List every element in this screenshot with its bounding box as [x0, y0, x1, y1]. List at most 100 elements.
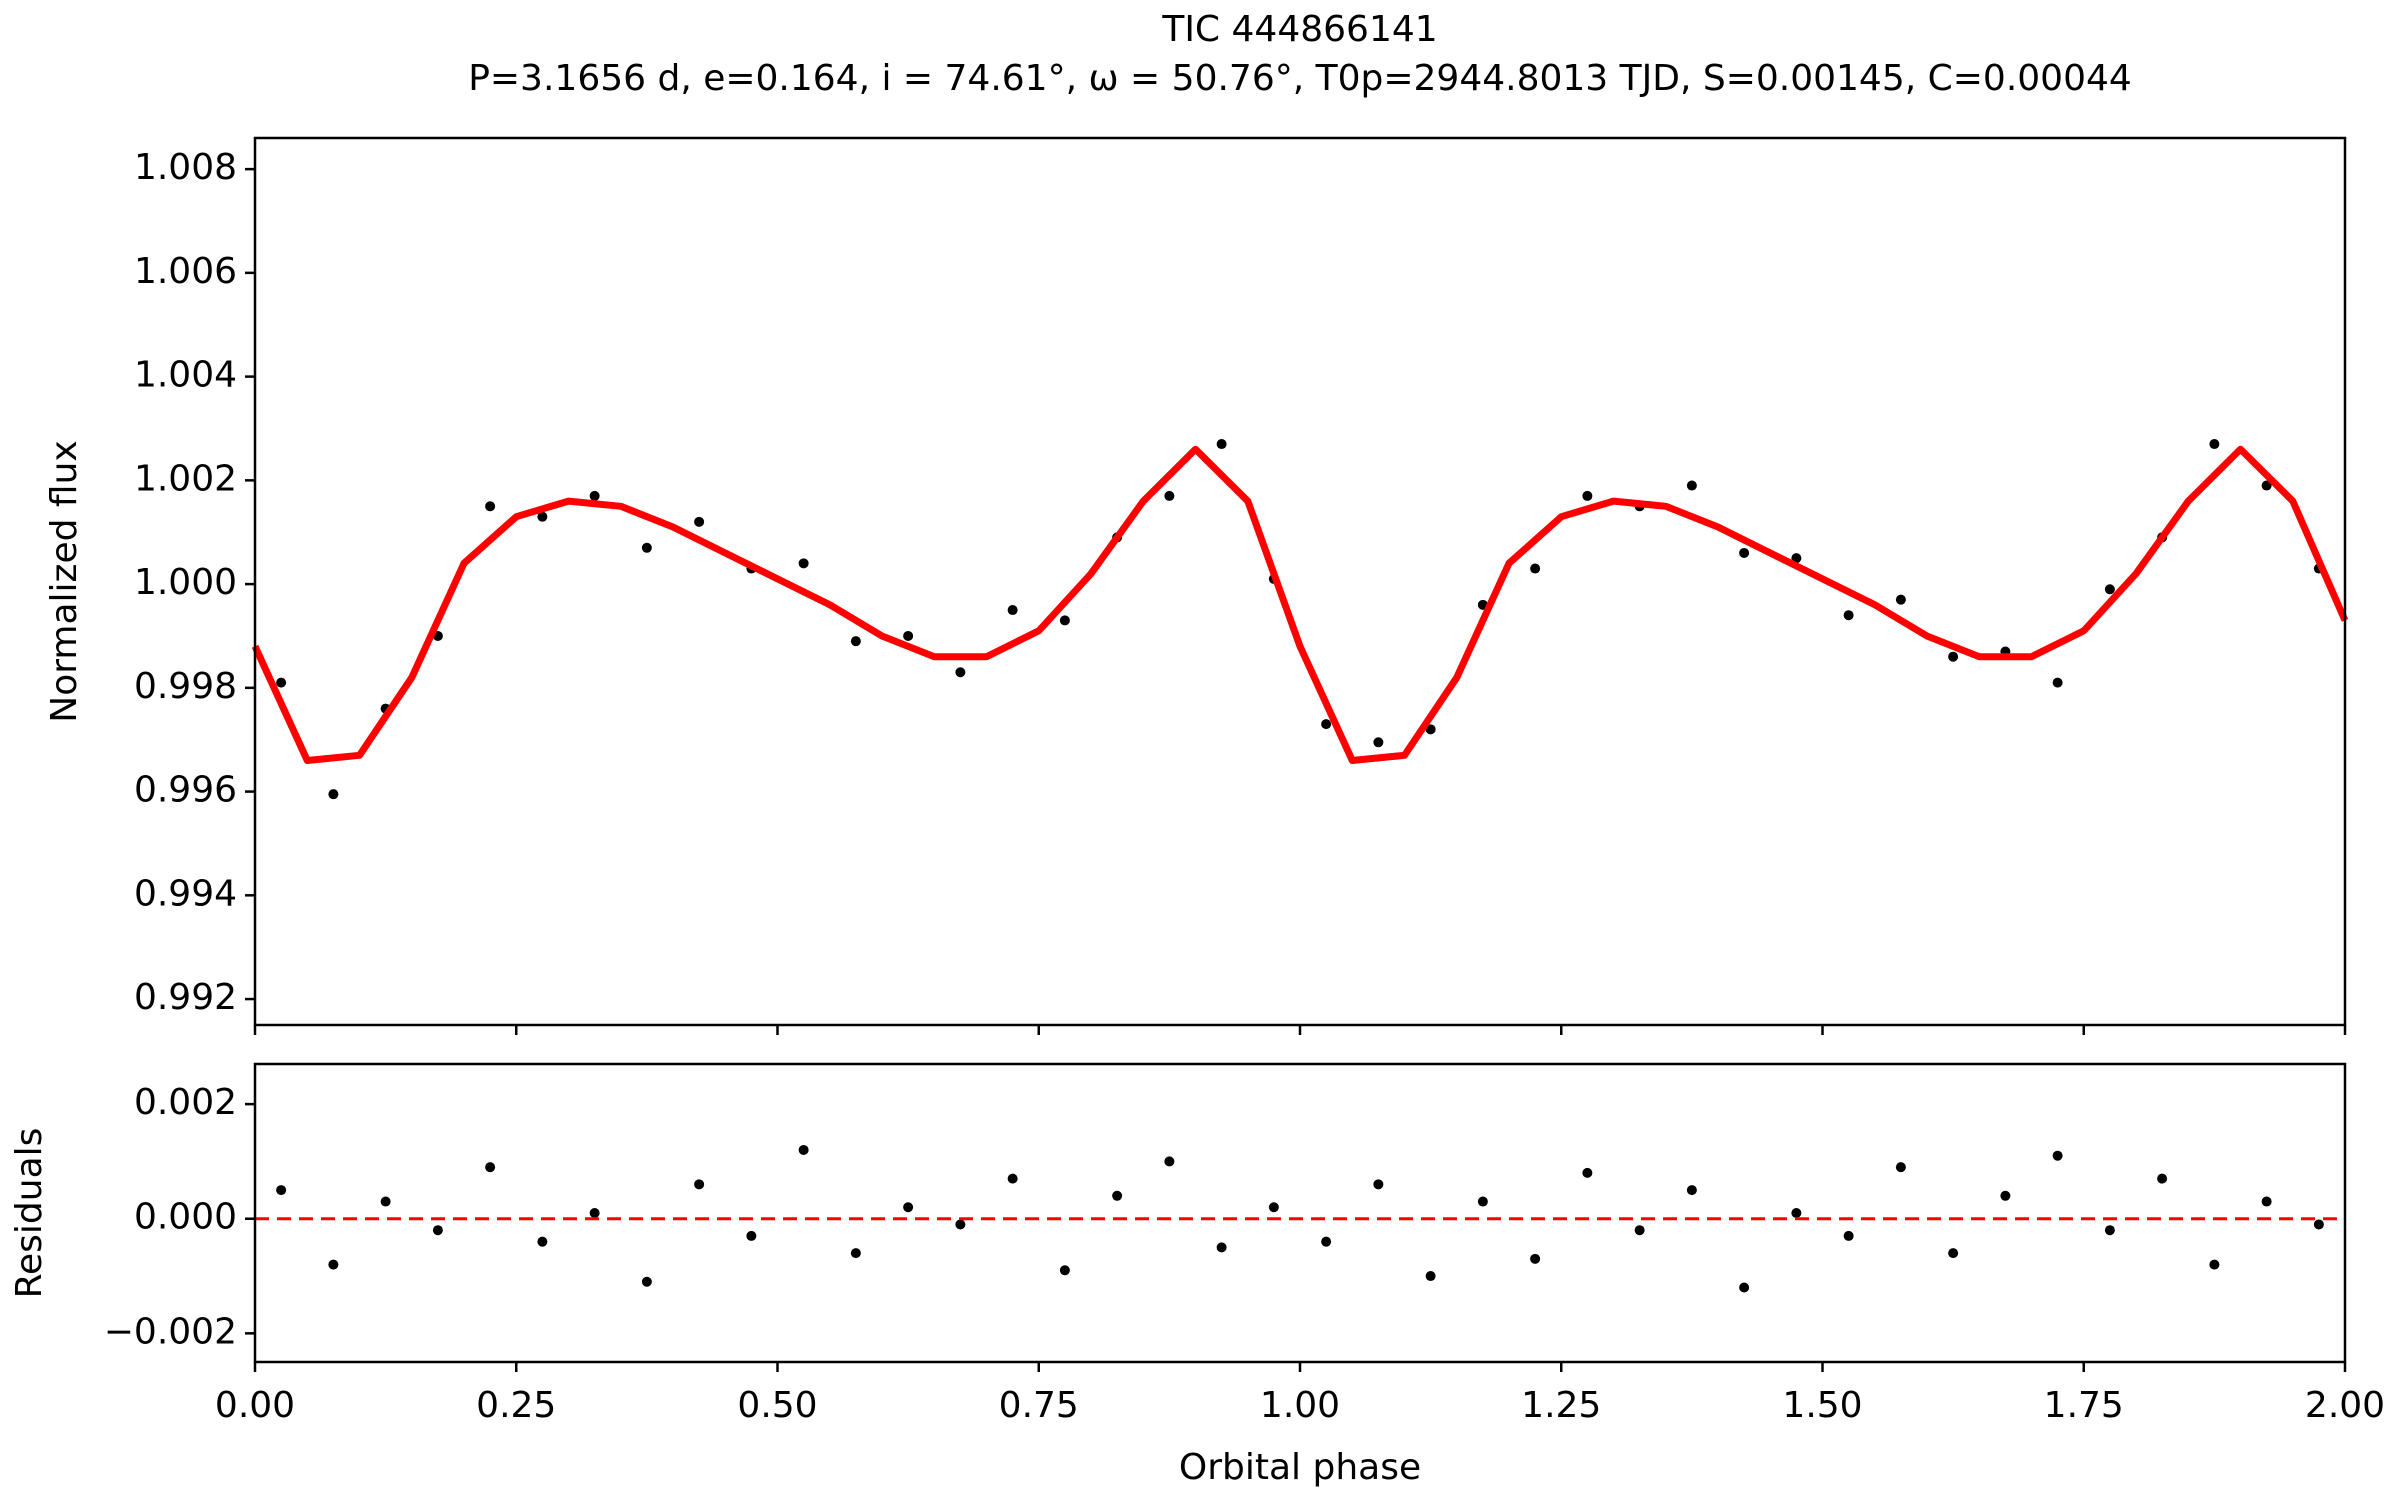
data-point [2313, 1219, 2324, 1230]
y-tick-label: 1.000 [134, 562, 237, 603]
model-line [251, 445, 2349, 764]
data-point [1425, 1271, 1436, 1282]
data-point [641, 542, 652, 553]
data-point [485, 1162, 496, 1173]
data-point [2261, 1196, 2272, 1207]
data-point [432, 1225, 443, 1236]
data-point [1791, 553, 1802, 564]
y-axis-label: Residuals [9, 1128, 50, 1299]
data-point [1477, 1196, 1488, 1207]
plot-frame [253, 1062, 2347, 1364]
data-point [1843, 1230, 1854, 1241]
data-point [1686, 1185, 1697, 1196]
x-tick-label: 2.00 [2305, 1385, 2385, 1426]
chart-title: TIC 444866141 [1161, 9, 1437, 50]
data-point [589, 490, 600, 501]
data-point [2052, 677, 2063, 688]
data-point [1321, 1236, 1332, 1247]
y-tick-label: 1.004 [134, 355, 237, 396]
data-point [2209, 1259, 2220, 1270]
data-point [2104, 1225, 2115, 1236]
data-point [328, 789, 339, 800]
data-point [1007, 1173, 1018, 1184]
data-point [1582, 490, 1593, 501]
y-tick-label: 1.002 [134, 458, 237, 499]
chart-subtitle: P=3.1656 d, e=0.164, i = 74.61°, ω = 50.… [468, 58, 2132, 99]
data-point [1216, 1242, 1227, 1253]
data-point [2261, 480, 2272, 491]
x-tick-label: 0.00 [215, 1385, 295, 1426]
data-point [850, 636, 861, 647]
data-point [1530, 1253, 1541, 1264]
data-point [2209, 439, 2220, 450]
data-point [641, 1276, 652, 1287]
data-point [798, 1144, 809, 1155]
y-tick-label: 0.998 [134, 666, 237, 707]
data-point [2052, 1150, 2063, 1161]
data-point [1164, 490, 1175, 501]
y-tick-label: 0.002 [134, 1082, 237, 1123]
data-point [537, 1236, 548, 1247]
data-point [1321, 719, 1332, 730]
data-point [1739, 1282, 1750, 1293]
y-tick-label: 0.996 [134, 770, 237, 811]
y-tick-label: −0.002 [104, 1311, 237, 1352]
x-tick-label: 0.50 [737, 1385, 817, 1426]
y-tick-label: 1.006 [134, 251, 237, 292]
data-point [1843, 610, 1854, 621]
y-tick-label: 0.994 [134, 873, 237, 914]
x-tick-label: 1.25 [1521, 1385, 1601, 1426]
data-point [1373, 737, 1384, 748]
data-point [955, 1219, 966, 1230]
x-tick-label: 0.75 [999, 1385, 1079, 1426]
data-point [1530, 563, 1541, 574]
data-point [955, 667, 966, 678]
data-point [903, 1202, 914, 1213]
data-point [1059, 615, 1070, 626]
data-point [485, 501, 496, 512]
data-point [1686, 480, 1697, 491]
x-tick-label: 1.00 [1260, 1385, 1340, 1426]
data-point [276, 677, 287, 688]
data-point [1059, 1265, 1070, 1276]
data-point [1216, 439, 1227, 450]
data-point [1582, 1167, 1593, 1178]
data-point [2157, 1173, 2168, 1184]
y-axis-label: Normalized flux [44, 440, 85, 722]
data-point [1739, 547, 1750, 558]
data-point [589, 1208, 600, 1218]
data-point [328, 1259, 339, 1270]
data-point [1948, 651, 1959, 662]
data-point [276, 1185, 287, 1196]
data-point [380, 1196, 391, 1207]
data-point [694, 1179, 705, 1190]
data-point [1164, 1156, 1175, 1167]
data-point [1268, 1202, 1279, 1213]
data-point [537, 511, 548, 522]
data-point [798, 558, 809, 569]
data-point [1112, 1190, 1123, 1201]
data-point [1007, 605, 1018, 616]
data-point [2000, 1190, 2011, 1201]
data-point [1895, 1162, 1906, 1173]
data-point [1373, 1179, 1384, 1190]
data-point [903, 630, 914, 641]
data-point [1425, 724, 1436, 735]
x-tick-label: 1.50 [1782, 1385, 1862, 1426]
data-point [1634, 1225, 1645, 1236]
data-point [1948, 1248, 1959, 1259]
plot-frame [253, 136, 2347, 1027]
x-tick-label: 1.75 [2044, 1385, 2124, 1426]
y-tick-label: 0.992 [134, 977, 237, 1018]
x-tick-label: 0.25 [476, 1385, 556, 1426]
y-tick-label: 0.000 [134, 1197, 237, 1238]
data-point [2104, 584, 2115, 595]
data-point [1791, 1208, 1802, 1218]
data-point [694, 516, 705, 527]
x-axis-label: Orbital phase [1179, 1447, 1421, 1488]
data-point [850, 1248, 861, 1259]
y-tick-label: 1.008 [134, 147, 237, 188]
data-point [1895, 594, 1906, 605]
data-point [746, 1230, 757, 1241]
